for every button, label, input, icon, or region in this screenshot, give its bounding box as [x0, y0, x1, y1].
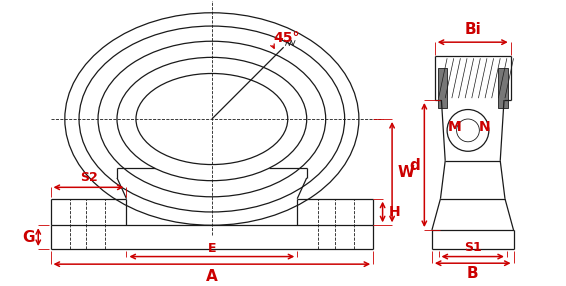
Text: A: A — [206, 269, 218, 284]
Text: W: W — [398, 165, 415, 180]
Text: d: d — [410, 158, 421, 172]
Text: S2: S2 — [80, 170, 97, 184]
Text: S1: S1 — [464, 241, 482, 254]
Text: H: H — [388, 205, 400, 219]
Text: B: B — [467, 266, 478, 281]
Text: 45°: 45° — [273, 31, 300, 45]
Text: N: N — [478, 120, 490, 134]
Text: E: E — [208, 242, 216, 255]
Bar — [438, 68, 447, 108]
Text: M: M — [448, 120, 462, 134]
Text: G: G — [22, 230, 35, 245]
Bar — [498, 68, 508, 108]
Text: Bi: Bi — [464, 22, 481, 37]
